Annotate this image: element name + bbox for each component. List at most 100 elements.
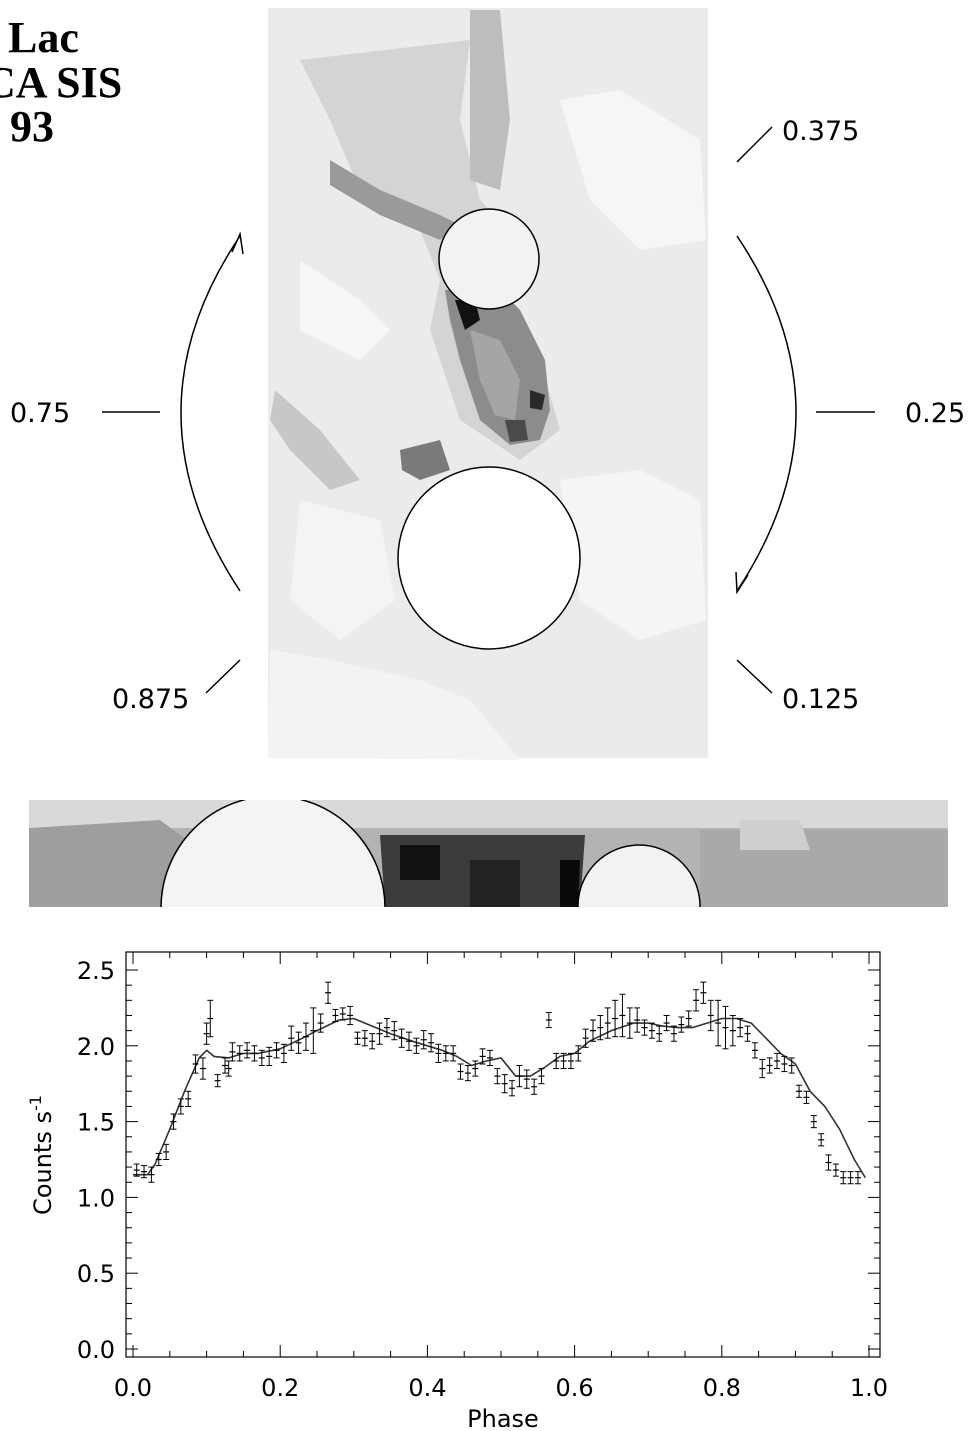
right-arrowhead [735, 571, 749, 595]
phase-label-0375: 0.375 [782, 116, 859, 147]
y-tick-label: 2.0 [77, 1033, 115, 1061]
data-point [391, 1021, 398, 1041]
data-point [398, 1028, 405, 1048]
data-point [788, 1057, 795, 1074]
strip-image-panel [29, 800, 948, 907]
data-point [604, 1007, 611, 1039]
data-point [192, 1054, 199, 1074]
data-point [310, 1007, 317, 1054]
left-arc-arrow [180, 235, 241, 592]
x-tick-label: 0.2 [261, 1374, 299, 1402]
data-point [832, 1163, 839, 1177]
data-point [744, 1025, 751, 1042]
data-point [369, 1033, 376, 1050]
data-point [332, 1008, 339, 1023]
data-point [133, 1163, 140, 1177]
data-point [619, 993, 626, 1038]
light-curve-chart: 0.0 0.2 0.4 0.6 0.8 1.0 0.0 0.5 1.0 1.5 2.0 2.5 Ph… [26, 951, 888, 1431]
x-tick-label: 0.0 [114, 1374, 152, 1402]
data-point [177, 1098, 184, 1115]
x-tick-label: 1.0 [850, 1374, 888, 1402]
y-tick-label: 1.5 [77, 1109, 115, 1137]
data-point [670, 1025, 677, 1042]
y-axis-title: Counts s-1 [26, 1095, 57, 1215]
data-point [413, 1037, 420, 1054]
data-point [516, 1065, 523, 1088]
phase-label-0125: 0.125 [782, 684, 859, 715]
y-ticks: 0.0 0.5 1.0 1.5 2.0 2.5 [77, 957, 880, 1364]
data-point [729, 1014, 736, 1047]
y-tick-label: 0.0 [77, 1336, 115, 1364]
model-curve-line [133, 1017, 866, 1179]
data-point [803, 1090, 810, 1104]
model-line-group [133, 1017, 866, 1179]
data-point [575, 1045, 582, 1062]
data-point [302, 1022, 309, 1051]
data-point [442, 1045, 449, 1062]
data-point [751, 1042, 758, 1059]
data-point [376, 1022, 383, 1045]
data-point [641, 1019, 648, 1036]
data-point [236, 1045, 243, 1062]
x-tick-label: 0.6 [556, 1374, 594, 1402]
data-point [678, 1016, 685, 1033]
data-point [288, 1025, 295, 1051]
data-point [737, 1018, 744, 1038]
data-point [214, 1074, 221, 1088]
data-point [810, 1115, 817, 1129]
data-point [700, 981, 707, 1004]
data-point [494, 1068, 501, 1085]
data-point [185, 1090, 192, 1107]
x-tick-label: 0.4 [408, 1374, 446, 1402]
left-arrowhead [231, 231, 244, 255]
data-point [428, 1033, 435, 1053]
data-point [199, 1057, 206, 1080]
data-point [203, 1022, 210, 1045]
data-point [531, 1078, 538, 1095]
data-point [626, 1007, 633, 1039]
data-point [693, 989, 700, 1012]
data-point [796, 1084, 803, 1098]
data-point [420, 1030, 427, 1050]
data-point [325, 981, 332, 1004]
data-point [222, 1057, 228, 1074]
tick-0125 [736, 659, 773, 694]
y-tick-label: 0.5 [77, 1260, 115, 1288]
phase-label-075: 0.75 [10, 398, 70, 429]
data-point [251, 1045, 258, 1062]
data-point [258, 1049, 265, 1067]
data-point [155, 1152, 162, 1167]
data-point [560, 1052, 567, 1070]
y-axis-title-main: Counts s [29, 1111, 57, 1215]
data-point [317, 1013, 324, 1033]
data-point [685, 1010, 692, 1027]
data-point [707, 999, 714, 1032]
y-tick-label: 1.0 [77, 1184, 115, 1212]
title-line-1: Lac [8, 13, 79, 62]
data-point [847, 1171, 854, 1185]
data-point [759, 1058, 766, 1079]
data-point [435, 1043, 442, 1063]
title-line-2: CA SIS [0, 58, 122, 107]
title-line-3: 93 [10, 102, 54, 151]
data-point [148, 1166, 155, 1183]
phase-label-025: 0.25 [905, 398, 965, 429]
data-point [479, 1048, 486, 1065]
data-point [486, 1049, 493, 1067]
data-point [597, 1014, 604, 1041]
y-tick-label: 2.5 [77, 957, 115, 985]
y-axis-title-group: Counts s-1 [26, 1095, 57, 1215]
data-points-group [133, 981, 861, 1185]
data-point [854, 1171, 861, 1185]
tick-0875 [205, 659, 241, 694]
data-point [347, 1005, 354, 1026]
data-point [141, 1165, 148, 1179]
data-point [715, 999, 722, 1047]
data-point [582, 1028, 589, 1048]
data-point [509, 1080, 516, 1097]
data-point [163, 1143, 170, 1160]
data-point [656, 1025, 663, 1042]
data-point [457, 1063, 464, 1080]
tick-0375 [736, 126, 773, 163]
